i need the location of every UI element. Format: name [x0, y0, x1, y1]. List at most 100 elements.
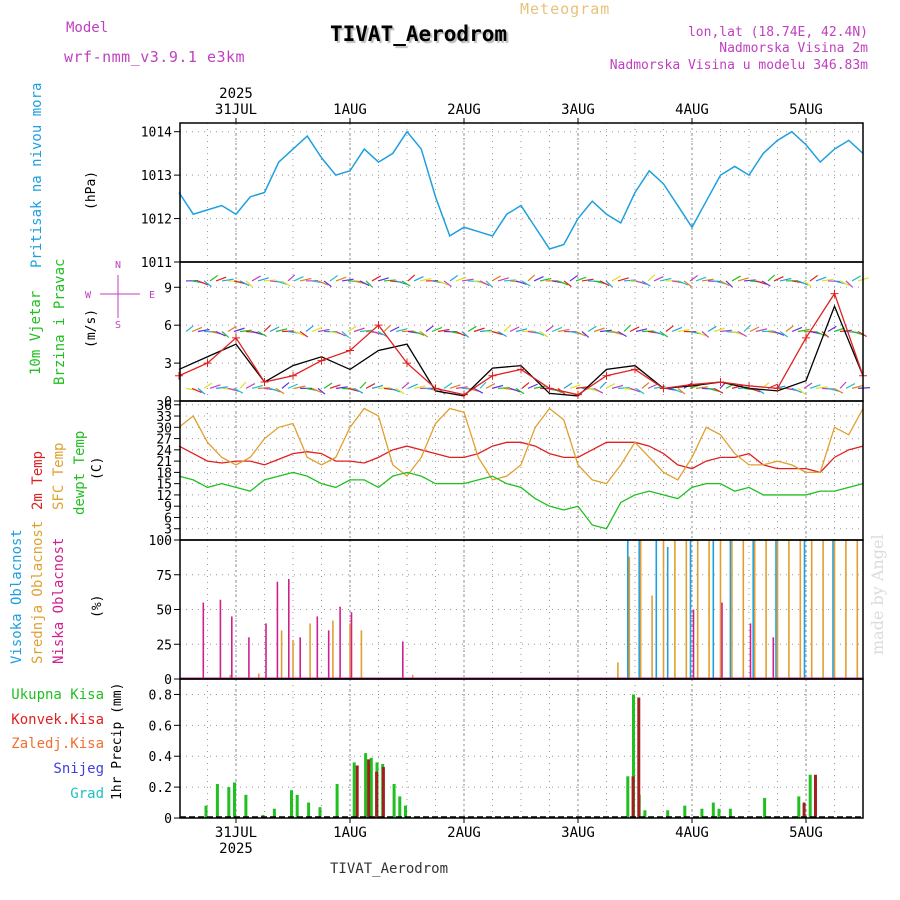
wind-barb: [743, 279, 756, 282]
wind-barb: [383, 324, 391, 332]
wind-barb: [677, 328, 690, 333]
wind-barb: [257, 277, 269, 282]
wind-gust-marker: [602, 371, 611, 380]
precip-bar: [637, 697, 641, 818]
precip-title-frz: Zaledj.Kisa: [11, 736, 104, 752]
wind-barb: [497, 277, 509, 282]
lonlat-label: lon,lat (18.74E, 42.4N): [687, 25, 868, 40]
precip-bar: [666, 810, 670, 818]
wind-barb: [533, 385, 546, 389]
wind-barb: [389, 387, 401, 393]
x-tick-label-top: 3AUG: [561, 102, 595, 118]
wind-barb: [335, 386, 348, 389]
wind-barb: [293, 385, 306, 389]
wind-barb: [527, 274, 536, 282]
wind-barb: [677, 280, 689, 286]
precip-bar: [318, 807, 322, 818]
wind-gust-marker: [716, 378, 725, 387]
wind-barb: [275, 328, 288, 333]
wind-barb: [371, 330, 383, 336]
wind-barb: [599, 280, 610, 287]
wind-gust-marker: [688, 380, 696, 389]
wind-barb: [773, 275, 784, 282]
y-tick-label: 0: [164, 673, 172, 688]
wind-barb: [377, 387, 390, 389]
wind-barb: [677, 387, 686, 395]
wind-barb: [215, 386, 228, 389]
wind-gust-marker: [289, 371, 297, 380]
wind-barb: [575, 386, 588, 389]
wind-barb: [185, 325, 194, 332]
y-tick-label: 21: [156, 455, 172, 470]
wind-barb: [845, 280, 853, 288]
wind-barb: [827, 387, 840, 392]
wind-gust-marker: [431, 384, 440, 393]
wind-barb: [407, 274, 416, 282]
wind-barb: [581, 278, 594, 282]
wind-barb: [599, 381, 607, 389]
wind-barb: [623, 279, 636, 282]
wind-barb: [239, 381, 247, 389]
wind-barb: [479, 280, 490, 287]
wind-barb: [731, 384, 744, 389]
wind-barb: [449, 274, 459, 282]
wind-barb: [413, 275, 424, 282]
y-tick-label: 1012: [141, 213, 172, 228]
wind-barb: [491, 330, 503, 336]
wind-barb: [515, 387, 525, 395]
wind-barb: [347, 387, 360, 392]
wind-barb: [395, 328, 408, 333]
wind-barb: [569, 274, 579, 282]
wind-barb: [383, 279, 396, 282]
wind-barb: [857, 387, 870, 389]
y-tick-label: 0.2: [149, 781, 172, 796]
wind-barb: [695, 276, 707, 282]
precip-bar: [215, 784, 219, 818]
wind-barb: [785, 325, 794, 332]
wind-barb: [245, 280, 253, 288]
x-tick-label-bottom: 3AUG: [561, 825, 595, 841]
wind-barb: [563, 382, 573, 389]
panel-frame: [179, 678, 864, 819]
y-tick-label: 25: [156, 638, 172, 653]
y-tick-label: 0: [164, 812, 172, 827]
precip-bar: [797, 796, 801, 818]
wind-barb: [419, 331, 429, 338]
wind-barb: [665, 325, 674, 332]
wind-barb: [407, 383, 418, 389]
wind-barb: [329, 274, 339, 282]
wind-barb: [647, 383, 658, 389]
y-tick-label: 1013: [141, 169, 172, 184]
wind-barb: [593, 387, 604, 394]
x-tick-label-top: 4AUG: [675, 102, 709, 118]
wind-gust-marker: [517, 365, 525, 374]
y-tick-label: 9: [164, 281, 172, 296]
year-label-top: 2025: [219, 86, 253, 102]
wind-barb: [461, 278, 474, 282]
wind-barb: [203, 280, 212, 288]
precip-bar: [364, 753, 368, 818]
footer-station: TIVAT_Aerodrom: [330, 861, 449, 877]
panel-frame: [179, 122, 864, 263]
y-tick-label: 15: [156, 478, 172, 493]
wind-barb: [257, 387, 270, 389]
wind-barb: [605, 383, 616, 389]
wind-barb: [617, 387, 630, 389]
wind-barb: [263, 279, 276, 282]
wind-barb: [497, 330, 507, 338]
wind-gust-marker: [830, 289, 839, 298]
wind-barb: [509, 387, 521, 393]
wind-gust-marker: [203, 359, 212, 368]
precip-bar: [227, 787, 231, 818]
wind-barb: [653, 275, 664, 282]
precip-bar: [711, 802, 715, 818]
wind-barb: [755, 280, 767, 285]
wind-barb: [455, 330, 466, 337]
y-tick-label: 0.4: [149, 750, 173, 765]
wind-barb: [719, 280, 730, 287]
wind-barb: [239, 280, 250, 287]
precip-bar: [404, 805, 407, 818]
y-tick-label: 24: [156, 444, 172, 459]
wind-barb: [575, 330, 586, 337]
wind-barb: [809, 384, 821, 389]
